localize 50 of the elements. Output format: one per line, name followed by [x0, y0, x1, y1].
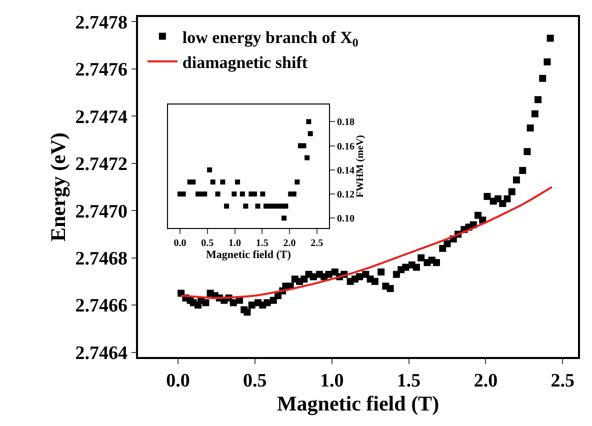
y-tick-label: 2.7464 — [75, 342, 128, 364]
x-tick-label: 2.0 — [283, 238, 296, 249]
x-tick-label: 0.0 — [166, 370, 190, 392]
y-axis-title: Energy (eV) — [46, 132, 70, 242]
point — [294, 179, 300, 184]
x-axis-title: Magnetic field (T) — [206, 248, 292, 261]
x-axis-title: Magnetic field (T) — [276, 392, 440, 416]
point — [301, 143, 306, 148]
x-tick-label: 1.5 — [256, 238, 268, 249]
y-tick-label: 2.7472 — [75, 154, 128, 176]
legend-label: diamagnetic shift — [182, 52, 308, 72]
point — [306, 119, 312, 124]
point — [304, 155, 310, 160]
point — [234, 179, 240, 184]
y-tick-label: 2.7468 — [75, 248, 128, 270]
y-tick-label: 2.7476 — [75, 60, 128, 81]
y-tick-label: 0.12 — [336, 190, 354, 201]
point — [232, 192, 237, 197]
x-tick-label: 1.5 — [396, 370, 421, 392]
x-tick-label: 0.0 — [174, 238, 186, 249]
x-tick-label: 0.5 — [201, 238, 214, 249]
y-tick-label: 0.14 — [336, 165, 354, 176]
point — [282, 216, 287, 221]
y-tick-label: 2.7466 — [75, 296, 128, 317]
point — [283, 204, 288, 209]
legend-label: low energy branch of X$_{0}$ — [182, 28, 358, 50]
point — [243, 204, 248, 209]
point — [220, 179, 226, 184]
point — [308, 131, 313, 136]
y-tick-label: 2.7474 — [75, 106, 128, 128]
y-tick-label: 2.7470 — [75, 201, 128, 222]
x-tick-label: 1.0 — [228, 238, 241, 249]
y-tick-label: 0.16 — [336, 141, 354, 152]
x-tick-label: 2.5 — [310, 238, 324, 249]
point — [272, 204, 277, 209]
point — [260, 192, 266, 197]
point — [240, 192, 245, 197]
point — [207, 167, 212, 172]
x-tick-label: 2.0 — [474, 370, 498, 392]
y-tick-label: 2.7478 — [75, 12, 128, 34]
point — [215, 192, 220, 197]
y-tick-label: 0.10 — [336, 214, 354, 225]
point — [255, 204, 260, 209]
x-tick-label: 0.5 — [243, 370, 267, 392]
y-tick-label: 0.18 — [336, 117, 354, 128]
y-axis-title: FWHM (meV) — [354, 135, 366, 198]
x-tick-label: 2.5 — [550, 370, 574, 392]
x-tick-label: 1.0 — [320, 370, 344, 392]
point — [210, 179, 216, 184]
point — [224, 204, 230, 209]
